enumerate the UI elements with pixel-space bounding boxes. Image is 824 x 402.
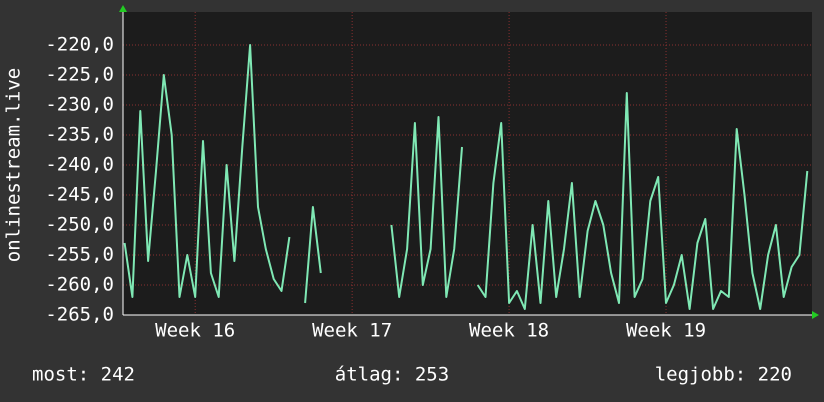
x-tick-label: Week 18 (469, 320, 549, 342)
x-tick-label: Week 16 (155, 320, 235, 342)
y-tick-label: -220,0 (45, 34, 114, 56)
y-tick-label: -250,0 (45, 214, 114, 236)
y-tick-label: -235,0 (45, 124, 114, 146)
y-axis-label: onlinestream.live (3, 68, 25, 262)
y-tick-label: -230,0 (45, 94, 114, 116)
x-tick-label: Week 17 (312, 320, 392, 342)
x-arrow (812, 311, 819, 319)
data-line (123, 44, 809, 310)
stat: legjobb: 220 (655, 364, 792, 386)
y-tick-label: -225,0 (45, 64, 114, 86)
stat: átlag: 253 (335, 364, 449, 386)
x-tick-label: Week 19 (626, 320, 706, 342)
y-tick-label: -245,0 (45, 184, 114, 206)
y-tick-label: -265,0 (45, 304, 114, 326)
stat: most: 242 (32, 364, 135, 386)
y-arrow (119, 5, 127, 12)
y-tick-label: -255,0 (45, 244, 114, 266)
y-tick-label: -240,0 (45, 154, 114, 176)
plot-area (123, 12, 812, 315)
y-tick-label: -260,0 (45, 274, 114, 296)
